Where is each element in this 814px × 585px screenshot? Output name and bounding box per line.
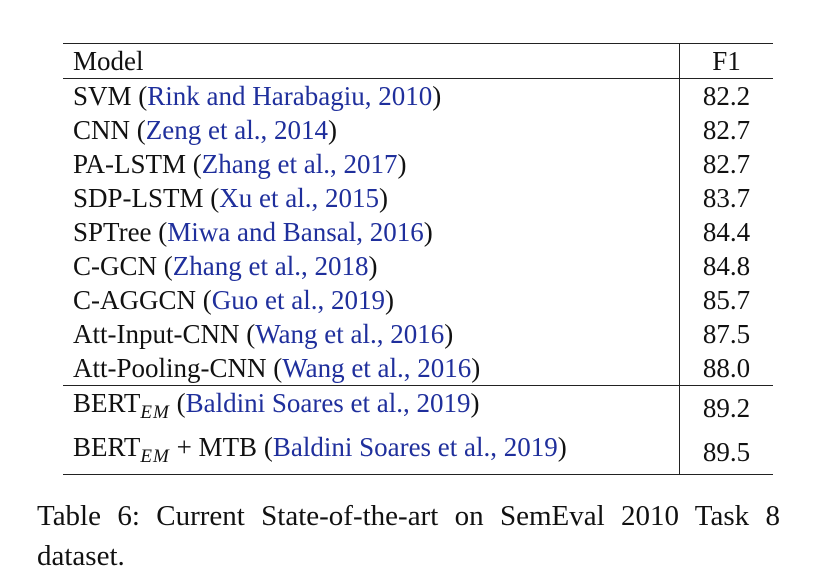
model-name: SDP-LSTM [73, 183, 204, 213]
citation-link[interactable]: Zhang et al., 2018 [172, 251, 369, 281]
model-cell: PA-LSTM (Zhang et al., 2017) [73, 149, 407, 179]
citation-link[interactable]: Xu et al., 2015 [219, 183, 380, 213]
model-cell: SPTree (Miwa and Bansal, 2016) [73, 217, 433, 247]
model-name: C-AGGCN [73, 285, 197, 315]
f1-cell: 82.7 [679, 113, 773, 147]
model-cell: SVM (Rink and Harabagiu, 2010) [73, 81, 442, 111]
table-row: PA-LSTM (Zhang et al., 2017) 82.7 [63, 147, 773, 181]
citation-link[interactable]: Zeng et al., 2014 [145, 115, 328, 145]
model-name: PA-LSTM [73, 149, 187, 179]
table-row: CNN (Zeng et al., 2014) 82.7 [63, 113, 773, 147]
model-name: SPTree [73, 217, 152, 247]
table-row: SVM (Rink and Harabagiu, 2010) 82.2 [63, 78, 773, 113]
table-row: BERTEM + MTB (Baldini Soares et al., 201… [63, 430, 773, 475]
table-row: C-GCN (Zhang et al., 2018) 84.8 [63, 249, 773, 283]
citation-link[interactable]: Wang et al., 2016 [282, 353, 472, 383]
model-cell: Att-Pooling-CNN (Wang et al., 2016) [73, 353, 481, 383]
model-name: BERT [73, 432, 141, 462]
model-subscript: EM [140, 402, 170, 423]
model-name: Att-Input-CNN [73, 319, 240, 349]
f1-cell: 84.4 [679, 215, 773, 249]
model-suffix: + MTB [169, 432, 258, 462]
model-name: CNN [73, 115, 131, 145]
model-cell: BERTEM + MTB (Baldini Soares et al., 201… [63, 430, 680, 475]
citation-link[interactable]: Baldini Soares et al., 2019 [272, 432, 558, 462]
model-cell: Att-Input-CNN (Wang et al., 2016) [73, 319, 454, 349]
header-model: Model [73, 46, 144, 76]
table-row: Att-Pooling-CNN (Wang et al., 2016) 88.0 [63, 351, 773, 386]
f1-cell: 87.5 [679, 317, 773, 351]
model-name: C-GCN [73, 251, 158, 281]
f1-cell: 89.2 [679, 385, 773, 430]
table-row: Att-Input-CNN (Wang et al., 2016) 87.5 [63, 317, 773, 351]
citation-link[interactable]: Baldini Soares et al., 2019 [185, 388, 471, 418]
table-row: C-AGGCN (Guo et al., 2019) 85.7 [63, 283, 773, 317]
model-name: SVM [73, 81, 132, 111]
table-row: SPTree (Miwa and Bansal, 2016) 84.4 [63, 215, 773, 249]
table-row: BERTEM (Baldini Soares et al., 2019) 89.… [63, 385, 773, 430]
f1-cell: 82.7 [679, 147, 773, 181]
citation-link[interactable]: Guo et al., 2019 [211, 285, 385, 315]
f1-cell: 85.7 [679, 283, 773, 317]
citation-link[interactable]: Miwa and Bansal, 2016 [167, 217, 424, 247]
table-caption: Table 6: Current State-of-the-art on Sem… [37, 500, 780, 572]
table-header-row: Model F1 [63, 43, 773, 79]
f1-cell: 89.5 [679, 430, 773, 475]
citation-link[interactable]: Wang et al., 2016 [255, 319, 445, 349]
results-table: Model F1 SVM (Rink and Harabagiu, 2010) … [63, 43, 773, 475]
model-cell: CNN (Zeng et al., 2014) [73, 115, 337, 145]
citation-link[interactable]: Rink and Harabagiu, 2010 [147, 81, 433, 111]
model-cell: SDP-LSTM (Xu et al., 2015) [73, 183, 389, 213]
model-subscript: EM [140, 446, 170, 467]
f1-cell: 82.2 [679, 78, 773, 113]
model-cell: BERTEM (Baldini Soares et al., 2019) [63, 385, 680, 430]
model-cell: C-GCN (Zhang et al., 2018) [73, 251, 378, 281]
header-f1: F1 [679, 43, 773, 79]
model-name: BERT [73, 388, 141, 418]
model-name: Att-Pooling-CNN [73, 353, 267, 383]
citation-link[interactable]: Zhang et al., 2017 [201, 149, 398, 179]
table-row: SDP-LSTM (Xu et al., 2015) 83.7 [63, 181, 773, 215]
model-cell: C-AGGCN (Guo et al., 2019) [73, 285, 394, 315]
f1-cell: 83.7 [679, 181, 773, 215]
f1-cell: 84.8 [679, 249, 773, 283]
f1-cell: 88.0 [679, 351, 773, 386]
